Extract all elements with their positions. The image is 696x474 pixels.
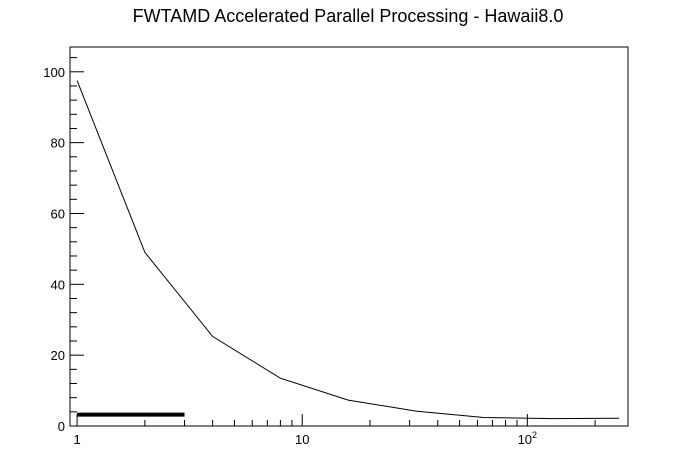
x-axis: 1 10 102 <box>73 414 596 447</box>
y-axis: 0 20 40 60 80 100 <box>43 57 84 434</box>
chart-title: FWTAMD Accelerated Parallel Processing -… <box>132 6 564 26</box>
x-tick-label: 1 <box>73 432 80 447</box>
series-line <box>76 80 620 420</box>
x-tick-label: 102 <box>518 430 537 447</box>
y-tick-label: 20 <box>51 348 65 363</box>
y-tick-label: 0 <box>58 419 65 434</box>
y-tick-label: 100 <box>43 65 65 80</box>
series-layer <box>76 80 620 420</box>
y-tick-label: 40 <box>51 277 65 292</box>
y-tick-label: 80 <box>51 136 65 151</box>
plot-frame <box>69 46 629 427</box>
x-tick-label: 10 <box>295 432 309 447</box>
y-tick-label: 60 <box>51 206 65 221</box>
